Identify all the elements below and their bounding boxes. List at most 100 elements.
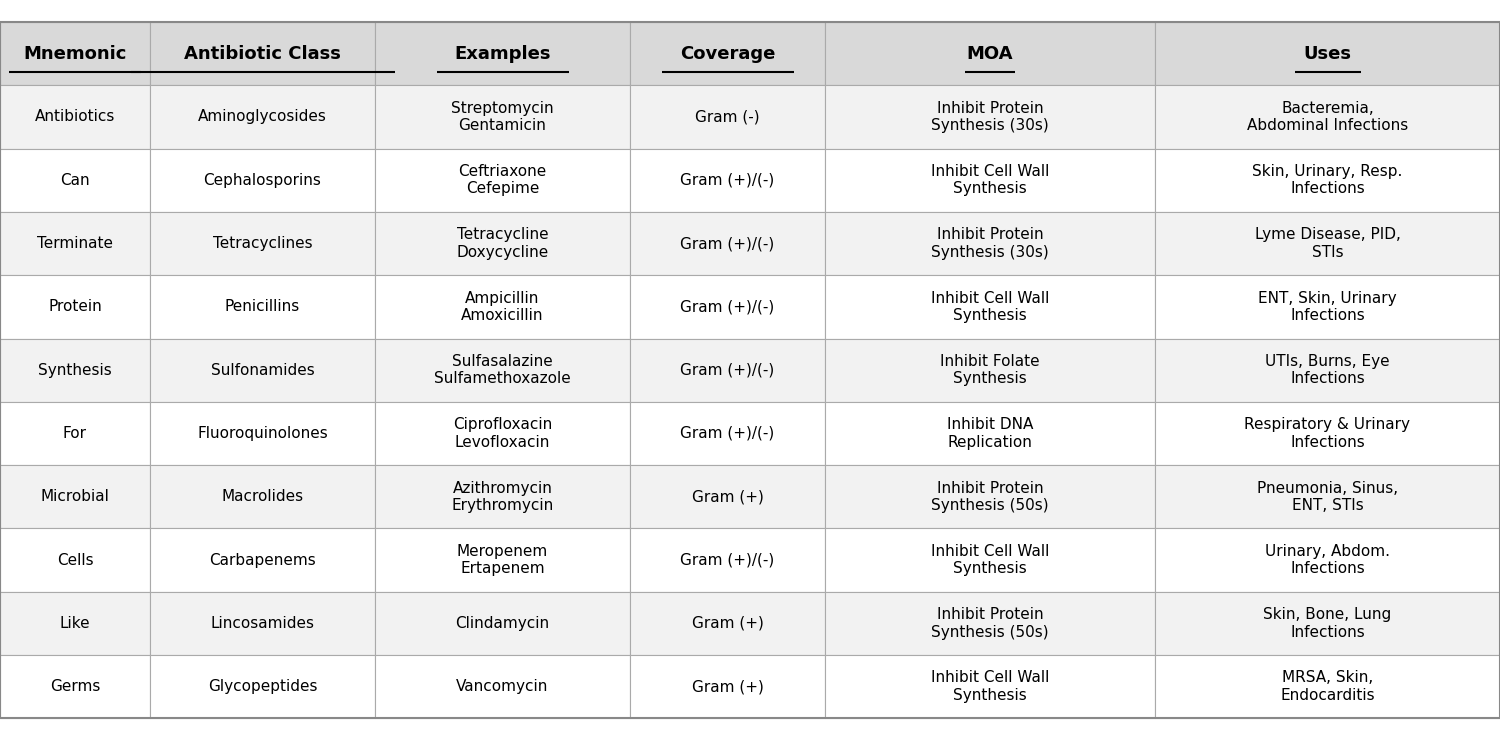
Text: Gram (-): Gram (-) xyxy=(694,109,760,125)
Bar xyxy=(375,528,630,592)
Text: MRSA, Skin,
Endocarditis: MRSA, Skin, Endocarditis xyxy=(1280,671,1376,703)
Text: Respiratory & Urinary
Infections: Respiratory & Urinary Infections xyxy=(1245,417,1410,449)
Text: Gram (+)/(-): Gram (+)/(-) xyxy=(681,299,774,314)
Text: Ampicillin
Amoxicillin: Ampicillin Amoxicillin xyxy=(462,291,543,323)
Bar xyxy=(150,22,375,85)
Text: MOA: MOA xyxy=(966,45,1014,62)
Bar xyxy=(1155,212,1500,275)
Bar xyxy=(825,465,1155,528)
Text: For: For xyxy=(63,426,87,441)
Text: Aminoglycosides: Aminoglycosides xyxy=(198,109,327,125)
Bar xyxy=(825,275,1155,339)
Bar xyxy=(630,212,825,275)
Text: Terminate: Terminate xyxy=(38,236,112,251)
Bar xyxy=(825,528,1155,592)
Bar xyxy=(150,85,375,149)
Text: Tetracycline
Doxycycline: Tetracycline Doxycycline xyxy=(456,227,549,259)
Text: Clindamycin: Clindamycin xyxy=(456,616,549,631)
Text: Inhibit Cell Wall
Synthesis: Inhibit Cell Wall Synthesis xyxy=(932,544,1048,576)
Bar xyxy=(630,149,825,212)
Text: Carbapenems: Carbapenems xyxy=(209,553,316,567)
Text: Inhibit Protein
Synthesis (50s): Inhibit Protein Synthesis (50s) xyxy=(932,607,1048,640)
Bar xyxy=(630,655,825,718)
Text: Meropenem
Ertapenem: Meropenem Ertapenem xyxy=(458,544,548,576)
Text: Gram (+): Gram (+) xyxy=(692,616,764,631)
Text: Lincosamides: Lincosamides xyxy=(210,616,315,631)
Text: Examples: Examples xyxy=(454,45,550,62)
Bar xyxy=(825,22,1155,85)
Bar xyxy=(0,22,150,85)
Bar xyxy=(0,339,150,402)
Bar xyxy=(0,275,150,339)
Text: Germs: Germs xyxy=(50,679,100,694)
Text: Inhibit DNA
Replication: Inhibit DNA Replication xyxy=(946,417,1034,449)
Bar xyxy=(825,85,1155,149)
Bar xyxy=(0,592,150,655)
Text: Coverage: Coverage xyxy=(680,45,776,62)
Bar xyxy=(825,592,1155,655)
Text: Skin, Bone, Lung
Infections: Skin, Bone, Lung Infections xyxy=(1263,607,1392,640)
Text: Inhibit Protein
Synthesis (30s): Inhibit Protein Synthesis (30s) xyxy=(932,100,1048,133)
Text: Gram (+)/(-): Gram (+)/(-) xyxy=(681,173,774,188)
Text: Urinary, Abdom.
Infections: Urinary, Abdom. Infections xyxy=(1264,544,1390,576)
Text: Gram (+): Gram (+) xyxy=(692,679,764,694)
Text: Gram (+)/(-): Gram (+)/(-) xyxy=(681,553,774,567)
Text: Sulfasalazine
Sulfamethoxazole: Sulfasalazine Sulfamethoxazole xyxy=(433,354,572,386)
Bar xyxy=(375,212,630,275)
Bar xyxy=(630,85,825,149)
Bar xyxy=(1155,149,1500,212)
Bar xyxy=(150,212,375,275)
Bar xyxy=(1155,22,1500,85)
Bar xyxy=(150,592,375,655)
Bar xyxy=(0,149,150,212)
Text: Macrolides: Macrolides xyxy=(222,489,303,504)
Bar xyxy=(630,275,825,339)
Text: Protein: Protein xyxy=(48,299,102,314)
Bar xyxy=(375,402,630,465)
Text: Streptomycin
Gentamicin: Streptomycin Gentamicin xyxy=(452,100,554,133)
Text: Azithromycin
Erythromycin: Azithromycin Erythromycin xyxy=(452,481,554,513)
Text: Bacteremia,
Abdominal Infections: Bacteremia, Abdominal Infections xyxy=(1246,100,1408,133)
Bar xyxy=(0,528,150,592)
Bar xyxy=(630,339,825,402)
Bar xyxy=(630,22,825,85)
Text: Ciprofloxacin
Levofloxacin: Ciprofloxacin Levofloxacin xyxy=(453,417,552,449)
Text: ENT, Skin, Urinary
Infections: ENT, Skin, Urinary Infections xyxy=(1258,291,1396,323)
Bar xyxy=(150,149,375,212)
Bar xyxy=(825,339,1155,402)
Text: Mnemonic: Mnemonic xyxy=(24,45,126,62)
Bar xyxy=(375,85,630,149)
Bar xyxy=(375,655,630,718)
Bar xyxy=(825,212,1155,275)
Text: Gram (+)/(-): Gram (+)/(-) xyxy=(681,363,774,377)
Bar xyxy=(150,339,375,402)
Bar xyxy=(1155,592,1500,655)
Bar xyxy=(150,465,375,528)
Bar xyxy=(630,592,825,655)
Text: Like: Like xyxy=(60,616,90,631)
Text: UTIs, Burns, Eye
Infections: UTIs, Burns, Eye Infections xyxy=(1264,354,1390,386)
Text: Fluoroquinolones: Fluoroquinolones xyxy=(196,426,328,441)
Bar xyxy=(630,402,825,465)
Text: Pneumonia, Sinus,
ENT, STIs: Pneumonia, Sinus, ENT, STIs xyxy=(1257,481,1398,513)
Text: Gram (+): Gram (+) xyxy=(692,489,764,504)
Bar xyxy=(375,465,630,528)
Text: Antibiotics: Antibiotics xyxy=(34,109,116,125)
Bar xyxy=(150,402,375,465)
Text: Inhibit Cell Wall
Synthesis: Inhibit Cell Wall Synthesis xyxy=(932,671,1048,703)
Text: Vancomycin: Vancomycin xyxy=(456,679,549,694)
Bar xyxy=(0,212,150,275)
Text: Inhibit Protein
Synthesis (50s): Inhibit Protein Synthesis (50s) xyxy=(932,481,1048,513)
Bar xyxy=(630,465,825,528)
Text: Sulfonamides: Sulfonamides xyxy=(210,363,315,377)
Text: Skin, Urinary, Resp.
Infections: Skin, Urinary, Resp. Infections xyxy=(1252,164,1403,196)
Bar xyxy=(0,655,150,718)
Text: Can: Can xyxy=(60,173,90,188)
Text: Cephalosporins: Cephalosporins xyxy=(204,173,321,188)
Text: Lyme Disease, PID,
STIs: Lyme Disease, PID, STIs xyxy=(1254,227,1401,259)
Text: Inhibit Protein
Synthesis (30s): Inhibit Protein Synthesis (30s) xyxy=(932,227,1048,259)
Bar xyxy=(150,275,375,339)
Bar xyxy=(375,149,630,212)
Bar xyxy=(375,22,630,85)
Bar xyxy=(630,528,825,592)
